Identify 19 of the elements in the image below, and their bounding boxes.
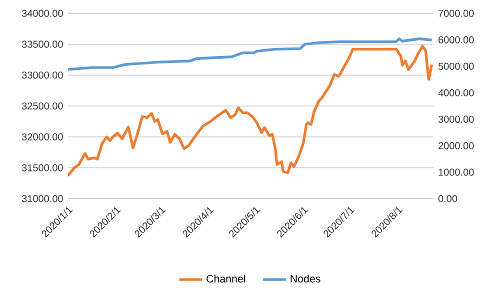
- legend-label: Nodes: [290, 274, 320, 283]
- y2-tick-label: 4000.00: [438, 89, 474, 96]
- y2-tick-label: 0.00: [438, 195, 458, 202]
- y-tick-label: 34000.00: [22, 10, 63, 17]
- line-series: [68, 37, 434, 71]
- y-tick-label: 32500.00: [22, 102, 63, 110]
- y-tick-label: 33000.00: [22, 72, 63, 79]
- y-tick-label: 33500.00: [22, 40, 63, 48]
- y-tick-label: 31500.00: [22, 164, 63, 172]
- y2-tick-label: 6000.00: [438, 36, 474, 44]
- y2-tick-label: 3000.00: [438, 116, 474, 123]
- y2-tick-label: 1000.00: [438, 168, 474, 176]
- y2-tick-label: 2000.00: [438, 142, 474, 150]
- y-tick-label: 31000.00: [22, 195, 63, 202]
- y-tick-label: 32000.00: [22, 133, 63, 140]
- y2-tick-label: 7000.00: [438, 10, 474, 17]
- legend-label: Channel: [206, 274, 246, 283]
- line-series: [68, 44, 434, 178]
- y2-tick-label: 5000.00: [438, 62, 474, 70]
